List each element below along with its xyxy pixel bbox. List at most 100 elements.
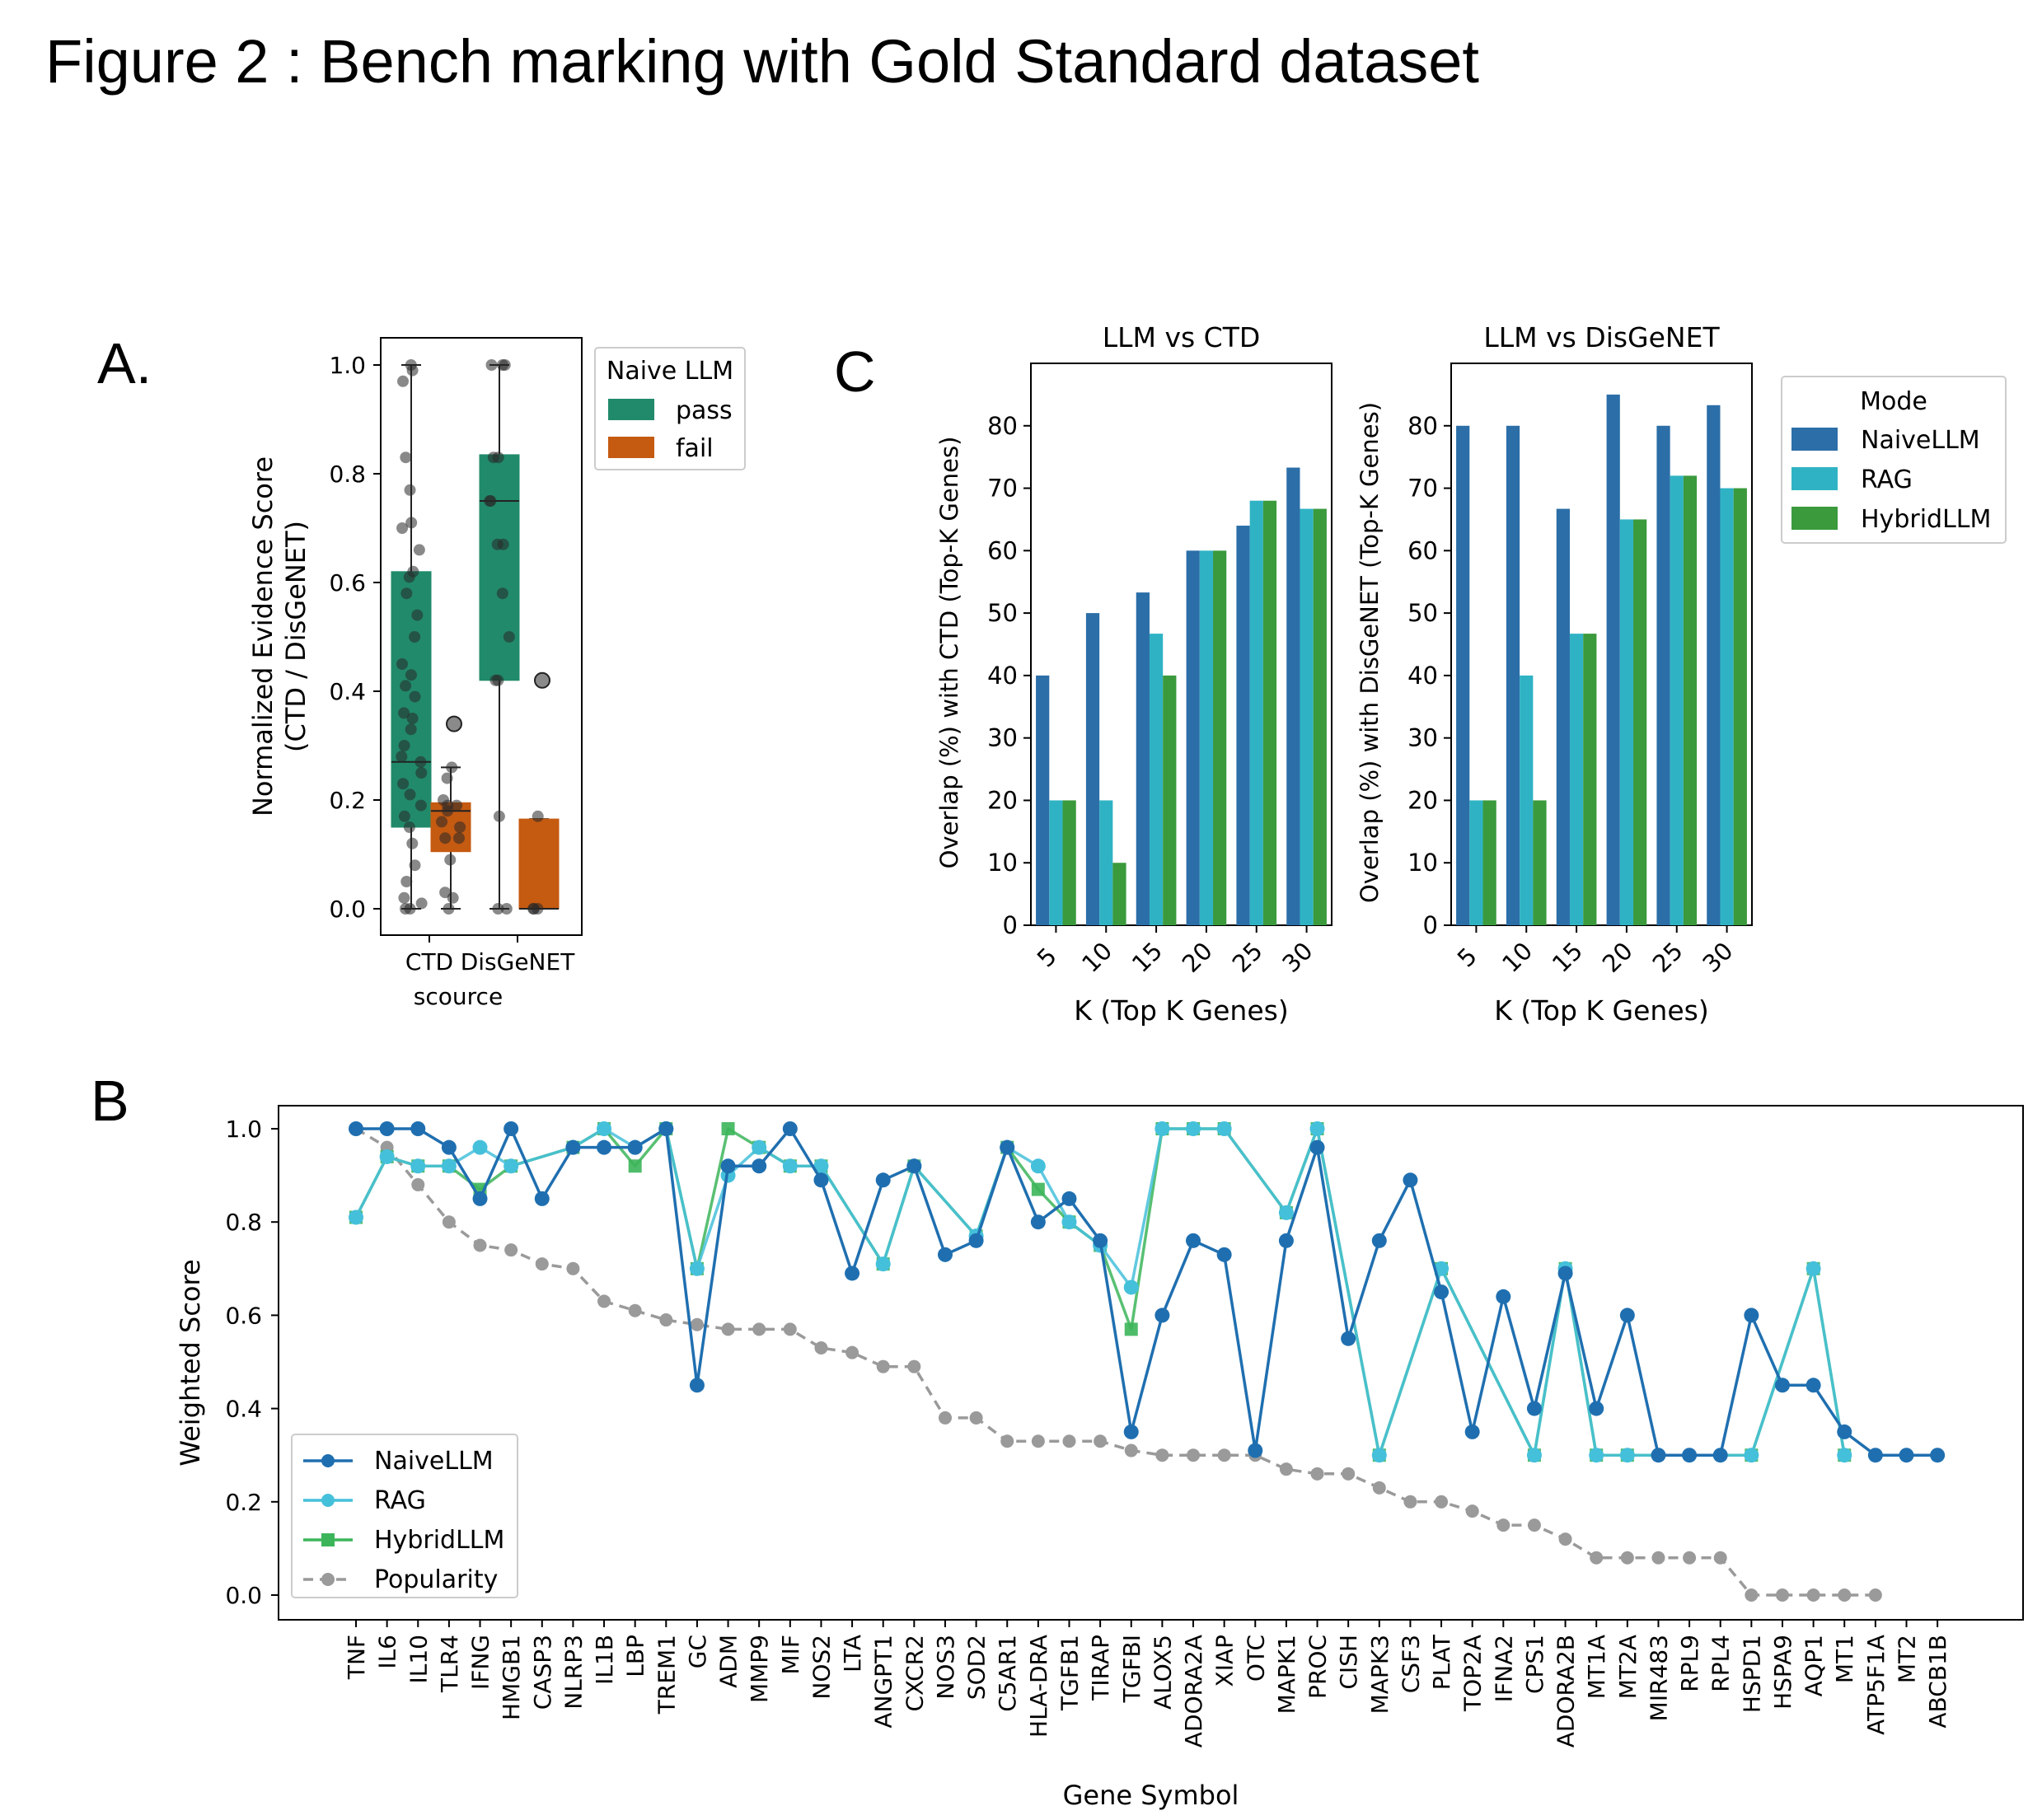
- panel-c-xtick-label: 5: [1032, 942, 1062, 972]
- box-disgenet-fail: [518, 818, 560, 910]
- strip-point-ctd-pass: [400, 903, 412, 915]
- marker-popularity: [1620, 1551, 1634, 1565]
- line-popularity: [355, 1127, 1876, 1597]
- bar-1-rag-k30: [1720, 488, 1734, 925]
- bar-1-rag-k10: [1520, 675, 1534, 925]
- strip-point-ctd-pass: [404, 484, 416, 496]
- marker-popularity: [1372, 1481, 1386, 1495]
- marker-rag: [1309, 1121, 1325, 1136]
- panel-b-xtick-label: MT1A: [1583, 1635, 1610, 1699]
- marker-naivellm: [1682, 1448, 1698, 1463]
- marker-naivellm: [1806, 1378, 1821, 1393]
- panel-b-ytick-label: 0.0: [225, 1582, 262, 1609]
- strip-point-disgenet-pass: [497, 538, 509, 550]
- marker-naivellm: [968, 1233, 984, 1248]
- panel-b-xtick-label: HLA-DRA: [1025, 1635, 1052, 1738]
- panel-b-ytick-label: 0.2: [225, 1489, 262, 1516]
- panel-label-a: A.: [97, 331, 152, 395]
- marker-popularity: [845, 1345, 859, 1359]
- panel-c-xlabel-0: K (Top K Genes): [1074, 994, 1288, 1027]
- marker-popularity: [1806, 1588, 1820, 1602]
- marker-rag: [1371, 1448, 1387, 1463]
- panel-c-xtick-label: 5: [1452, 942, 1482, 972]
- marker-popularity: [876, 1359, 890, 1373]
- panel-b-xtick-label: LBP: [622, 1635, 649, 1677]
- strip-point-ctd-fail: [447, 891, 459, 904]
- marker-popularity: [1651, 1551, 1665, 1565]
- marker-naivellm: [1464, 1424, 1480, 1439]
- bar-1-naivellm-k15: [1556, 508, 1570, 925]
- panel-c-xtick-label: 25: [1227, 937, 1268, 978]
- panel-c-xtick-label: 10: [1496, 937, 1538, 978]
- strip-point-ctd-pass: [414, 799, 427, 812]
- panel-c-legend-title: Mode: [1860, 387, 1927, 416]
- marker-rag: [1526, 1448, 1542, 1463]
- marker-rag: [1061, 1214, 1077, 1230]
- marker-naivellm: [1651, 1448, 1666, 1463]
- marker-popularity: [1775, 1588, 1789, 1602]
- marker-naivellm: [1248, 1443, 1263, 1458]
- marker-naivellm: [1930, 1448, 1946, 1463]
- panel-c-ylabel-0: Overlap (%) with CTD (Top-K Genes): [935, 437, 963, 869]
- strip-point-ctd-pass: [400, 680, 412, 692]
- panel-b-legend-marker-naivellm: [321, 1454, 335, 1467]
- marker-naivellm: [627, 1139, 643, 1155]
- bar-0-rag-k30: [1300, 508, 1314, 925]
- strip-point-ctd-pass: [397, 778, 410, 790]
- marker-popularity: [411, 1177, 425, 1191]
- panel-b-ytick-label: 0.6: [225, 1302, 262, 1329]
- marker-rag: [349, 1209, 363, 1225]
- marker-popularity: [535, 1257, 549, 1271]
- marker-rag: [1030, 1158, 1046, 1174]
- marker-rag: [410, 1158, 426, 1174]
- strip-point-disgenet-pass: [492, 451, 504, 464]
- panel-b-xtick-label: LTA: [839, 1635, 866, 1673]
- panel-c-ytick-label: 60: [1407, 536, 1438, 564]
- panel-c-ytick-label: 20: [987, 786, 1018, 814]
- panel-b-xtick-label: IL10: [405, 1635, 432, 1684]
- marker-popularity: [721, 1322, 735, 1336]
- box-disgenet-pass: [479, 454, 520, 681]
- bar-0-naivellm-k25: [1236, 526, 1250, 925]
- panel-b-xtick-label: CSF3: [1397, 1635, 1424, 1693]
- strip-point-ctd-pass: [405, 669, 417, 681]
- panel-b-xtick-label: TNF: [343, 1635, 370, 1680]
- panel-c-subtitle-0: LLM vs CTD: [1103, 321, 1261, 353]
- panel-b-legend-label-rag: RAG: [374, 1486, 426, 1515]
- strip-point-disgenet-pass: [484, 495, 496, 507]
- panel-a-ytick-label: 0.2: [329, 787, 366, 814]
- panel-b-xtick-label: ALOX5: [1149, 1635, 1176, 1710]
- strip-point-ctd-pass: [398, 740, 410, 751]
- panel-a-legend-swatch-fail: [608, 437, 654, 458]
- panel-a-ytick-label: 0.8: [329, 461, 366, 488]
- panel-b-xtick-label: ADORA2B: [1553, 1635, 1580, 1747]
- marker-naivellm: [1434, 1284, 1450, 1300]
- marker-naivellm: [1000, 1139, 1015, 1155]
- panel-b-xtick-label: IL1B: [591, 1635, 618, 1685]
- marker-naivellm: [1774, 1378, 1790, 1393]
- panel-a-xtick-label: DisGeNET: [461, 948, 575, 976]
- strip-point-ctd-pass: [400, 587, 413, 600]
- panel-c-ytick-label: 10: [987, 849, 1018, 877]
- marker-popularity: [659, 1313, 673, 1327]
- marker-rag: [1589, 1448, 1604, 1463]
- strip-point-ctd-fail: [452, 832, 465, 844]
- marker-naivellm: [1557, 1266, 1573, 1281]
- marker-naivellm: [1093, 1233, 1108, 1248]
- panel-c-ytick-label: 20: [1407, 786, 1438, 814]
- panel-b-xtick-label: TOP2A: [1459, 1635, 1487, 1712]
- panel-c-xtick-label: 15: [1547, 937, 1588, 978]
- box-outlier-ctd-fail: [446, 715, 462, 732]
- marker-naivellm: [441, 1139, 457, 1155]
- panel-b-xlabel: Gene Symbol: [1063, 1780, 1239, 1811]
- marker-naivellm: [1837, 1424, 1852, 1439]
- marker-popularity: [1062, 1434, 1076, 1448]
- panel-a-legend-label-fail: fail: [676, 434, 714, 463]
- marker-rag: [441, 1158, 457, 1174]
- panel-b-xtick-label: GC: [684, 1635, 711, 1668]
- marker-naivellm: [1496, 1289, 1511, 1304]
- bar-0-rag-k5: [1049, 800, 1063, 925]
- panel-c-xlabel-1: K (Top K Genes): [1494, 994, 1708, 1027]
- panel-c-xtick-label: 25: [1647, 937, 1688, 978]
